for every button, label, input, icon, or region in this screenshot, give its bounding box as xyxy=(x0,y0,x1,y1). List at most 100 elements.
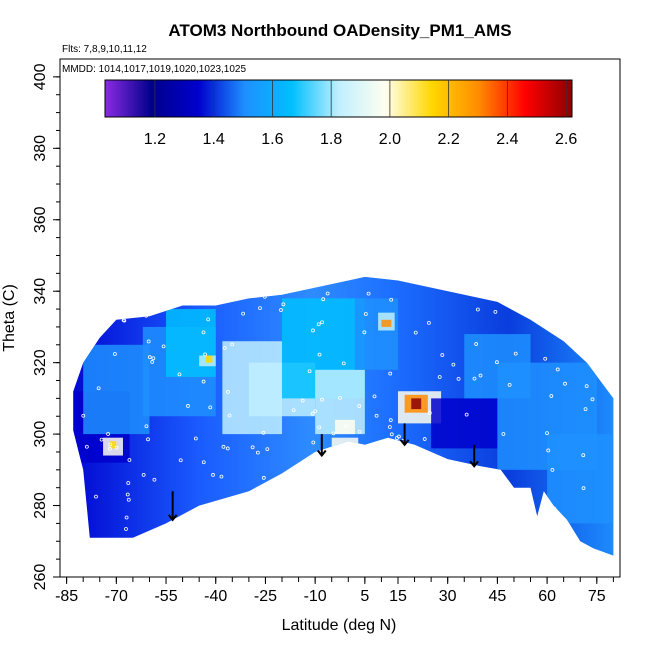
sample-dot-64 xyxy=(495,499,499,503)
sample-dot-13 xyxy=(581,486,586,491)
colorbar-tick-label-6: 2.4 xyxy=(496,131,518,148)
sample-dot-22 xyxy=(206,317,211,322)
data-cell-19 xyxy=(411,398,422,410)
x-tick-label-11: 75 xyxy=(588,588,606,605)
sample-dot-82 xyxy=(427,411,432,415)
sample-dot-117 xyxy=(552,506,557,511)
sample-dot-94 xyxy=(344,424,349,429)
sample-dot-2 xyxy=(313,409,318,414)
sample-dot-156 xyxy=(323,494,328,498)
sample-dot-71 xyxy=(258,306,262,311)
sample-dot-169 xyxy=(521,290,526,295)
sample-dot-32 xyxy=(311,328,315,333)
sample-dot-23 xyxy=(327,474,332,479)
x-tick-label-3: -40 xyxy=(204,588,227,605)
data-cell-1 xyxy=(83,344,150,435)
sample-dot-35 xyxy=(470,500,475,505)
sample-dot-148 xyxy=(316,322,321,327)
sample-dot-15 xyxy=(433,464,437,468)
sample-dot-147 xyxy=(475,307,480,312)
colorbar-tick-label-0: 1.2 xyxy=(144,131,166,148)
sample-dot-137 xyxy=(150,360,155,364)
colorbar-tick-label-2: 1.6 xyxy=(261,131,283,148)
sample-dot-76 xyxy=(178,458,183,463)
colorbar-tick-label-7: 2.6 xyxy=(555,131,577,148)
sample-dot-80 xyxy=(357,429,362,434)
sample-dot-83 xyxy=(555,367,560,372)
sample-dot-25 xyxy=(478,373,483,378)
x-tick-label-7: 15 xyxy=(389,588,407,605)
sample-dot-116 xyxy=(320,397,324,402)
sample-dot-151 xyxy=(211,473,215,477)
sample-dot-167 xyxy=(584,319,589,324)
sample-dot-31 xyxy=(310,411,315,416)
sample-dot-126 xyxy=(545,301,550,306)
sample-dot-155 xyxy=(364,519,368,524)
sample-dot-89 xyxy=(413,330,418,335)
sample-dot-162 xyxy=(81,413,86,418)
sample-dot-135 xyxy=(494,360,499,365)
sample-dot-150 xyxy=(546,448,551,453)
sample-dot-122 xyxy=(362,464,367,469)
colorbar: 1.2 1.4 1.6 1.8 2.0 2.2 2.4 2.6 xyxy=(104,79,577,148)
sample-dot-142 xyxy=(513,351,518,356)
sample-dot-99 xyxy=(435,491,440,496)
sample-dot-91 xyxy=(590,397,595,402)
sample-dot-138 xyxy=(584,384,589,389)
data-cell-16 xyxy=(381,319,392,327)
sample-dot-103 xyxy=(99,437,104,442)
sample-dot-140 xyxy=(372,394,377,399)
sample-dot-62 xyxy=(114,445,119,450)
x-axis-label: Latitude (deg N) xyxy=(282,617,397,634)
sample-dot-43 xyxy=(440,353,445,357)
sample-dot-113 xyxy=(291,408,296,413)
sample-dot-108 xyxy=(515,488,520,493)
sample-dot-146 xyxy=(279,308,283,312)
sample-dot-118 xyxy=(293,478,298,482)
dates-note: MMDD: 1014,1017,1019,1020,1023,1025 xyxy=(62,64,246,75)
sample-dot-165 xyxy=(127,458,132,462)
x-tick-label-1: -70 xyxy=(105,588,128,605)
sample-dot-10 xyxy=(173,520,178,524)
sample-dot-38 xyxy=(566,323,571,328)
y-tick-label-6: 380 xyxy=(32,135,49,162)
sample-dot-160 xyxy=(388,371,393,376)
sample-dot-6 xyxy=(425,513,430,518)
data-cell-13 xyxy=(331,437,359,449)
sample-dot-66 xyxy=(407,511,412,516)
sample-dot-68 xyxy=(331,431,336,436)
sample-dot-141 xyxy=(146,437,150,442)
sample-dot-93 xyxy=(474,342,479,346)
sample-dot-121 xyxy=(526,525,531,529)
colorbar-tick-label-5: 2.2 xyxy=(438,131,460,148)
x-tick-label-2: -55 xyxy=(154,588,177,605)
sample-dot-55 xyxy=(201,330,206,335)
sample-dot-166 xyxy=(307,369,312,374)
sample-dot-102 xyxy=(583,407,588,412)
plot-frame xyxy=(59,58,621,578)
x-tick-label-4: -25 xyxy=(254,588,277,605)
sample-dot-129 xyxy=(126,481,131,485)
sample-dot-158 xyxy=(208,405,213,410)
sample-dot-85 xyxy=(545,431,549,436)
y-axis-label: Theta (C) xyxy=(1,284,18,352)
sample-dot-111 xyxy=(125,492,130,497)
sample-dot-67 xyxy=(292,505,297,510)
sample-dot-114 xyxy=(254,525,259,530)
sample-dot-123 xyxy=(261,475,266,480)
sample-dot-163 xyxy=(321,531,326,536)
y-tick-label-2: 300 xyxy=(32,421,49,448)
sample-dot-20 xyxy=(265,447,270,451)
data-cell-14 xyxy=(354,298,398,370)
sample-dot-128 xyxy=(501,432,506,436)
sample-dot-86 xyxy=(341,361,346,366)
x-tick-label-0: -85 xyxy=(55,588,78,605)
x-tick-label-9: 45 xyxy=(488,588,506,605)
sample-dot-28 xyxy=(106,432,111,436)
sample-dot-47 xyxy=(128,291,132,296)
sample-dot-92 xyxy=(422,437,427,441)
data-cell-3 xyxy=(109,441,117,449)
y-tick-label-1: 280 xyxy=(32,492,49,519)
sample-dot-57 xyxy=(124,527,128,531)
